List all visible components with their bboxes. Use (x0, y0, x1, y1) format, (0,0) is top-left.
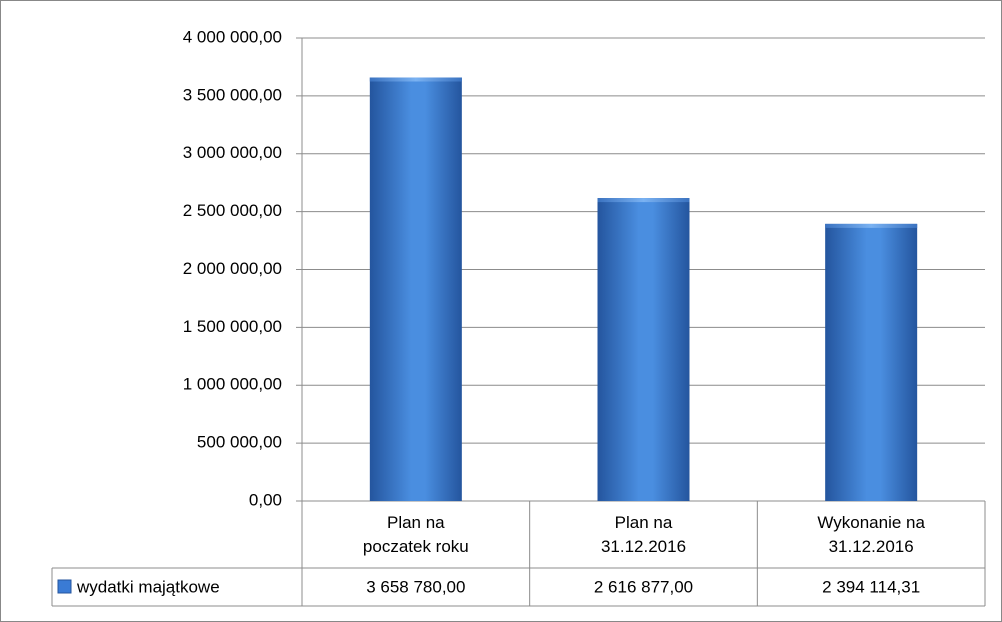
y-tick-label: 3 000 000,00 (183, 143, 282, 162)
y-tick-label: 3 500 000,00 (183, 85, 282, 104)
y-tick-label: 2 500 000,00 (183, 201, 282, 220)
bar-cap (369, 77, 462, 82)
y-tick-label: 1 500 000,00 (183, 317, 282, 336)
bar (597, 198, 690, 501)
y-tick-label: 1 000 000,00 (183, 375, 282, 394)
y-tick-label: 2 000 000,00 (183, 259, 282, 278)
x-tick-label: Plan na 31.12.2016 (600, 512, 687, 556)
bar (369, 77, 462, 501)
data-table-value: 2 394 114,31 (822, 577, 920, 596)
legend-label: wydatki majątkowe (76, 577, 220, 596)
x-tick-label: Wykonanie na 31.12.2016 (817, 512, 925, 556)
data-table-value: 2 616 877,00 (594, 577, 693, 596)
bar (825, 223, 918, 501)
y-tick-label: 4 000 000,00 (183, 27, 282, 46)
legend-key (57, 579, 72, 594)
bar-cap (597, 198, 690, 203)
x-tick-label: Plan na poczatek roku (362, 512, 469, 556)
y-tick-label: 500 000,00 (197, 433, 282, 452)
y-tick-label: 0,00 (249, 490, 282, 509)
bar-cap (825, 223, 918, 228)
data-table-value: 3 658 780,00 (366, 577, 465, 596)
